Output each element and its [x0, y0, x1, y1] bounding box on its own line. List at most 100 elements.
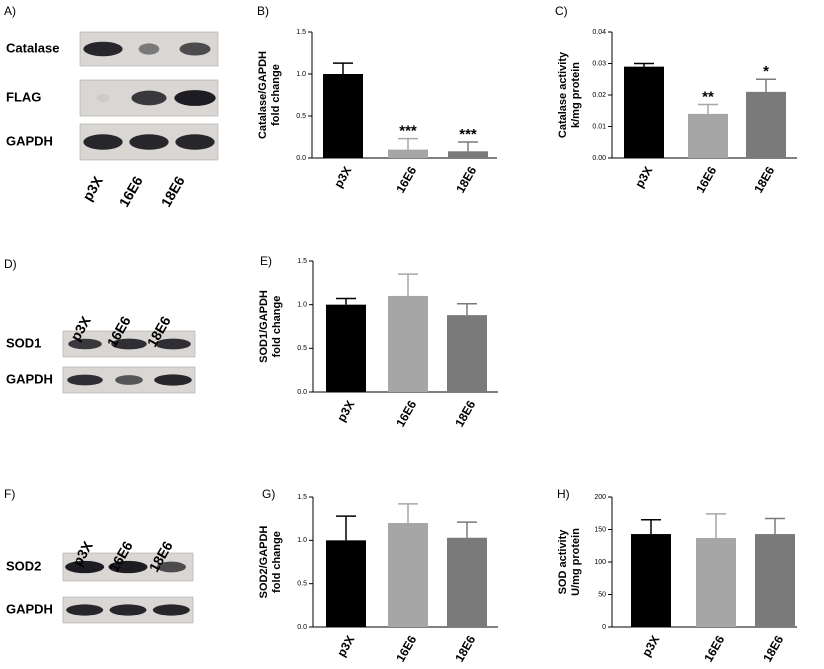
bar — [326, 304, 366, 392]
blot-band — [152, 604, 190, 616]
blot-band — [111, 338, 147, 350]
y-tick-label: 1.0 — [297, 302, 307, 309]
bar — [388, 149, 428, 158]
row-label: Catalase — [6, 40, 59, 55]
x-tick-label: 18E6 — [452, 398, 478, 430]
y-tick-label: 0.0 — [297, 389, 307, 396]
x-tick-label: 16E6 — [393, 398, 419, 430]
row-label: GAPDH — [6, 133, 53, 148]
y-tick-label: 0.5 — [297, 345, 307, 352]
y-tick-label: 0.5 — [297, 581, 307, 588]
y-tick-label: 100 — [594, 559, 606, 566]
y-tick-label: 1.0 — [297, 537, 307, 544]
y-tick-label: 0.04 — [592, 29, 606, 36]
blot-band — [131, 90, 167, 106]
bar — [696, 537, 736, 627]
y-axis-label: Catalase activity — [557, 51, 569, 138]
significance-label: * — [763, 63, 769, 80]
bar — [447, 537, 487, 627]
y-axis-label: Catalase/GAPDH — [257, 51, 269, 139]
blot-band — [138, 43, 160, 55]
blot-band — [154, 374, 192, 386]
blot-band — [175, 134, 215, 150]
y-axis-label: SOD1/GAPDH — [258, 290, 270, 363]
bar — [323, 74, 363, 158]
significance-label: *** — [399, 123, 417, 140]
row-label: GAPDH — [6, 371, 53, 386]
panel-label: G) — [262, 487, 275, 501]
blot-band — [156, 561, 186, 573]
significance-label: *** — [459, 126, 477, 143]
x-tick-label: 18E6 — [751, 164, 777, 196]
blot-band — [66, 604, 104, 616]
blot-band — [68, 338, 102, 350]
bar — [326, 540, 366, 627]
x-tick-label: 18E6 — [453, 164, 479, 196]
blot-band — [83, 134, 123, 150]
lane-label: 16E6 — [116, 173, 146, 210]
y-tick-label: 0.02 — [592, 92, 606, 99]
y-tick-label: 150 — [594, 526, 606, 533]
bar — [448, 151, 488, 158]
y-tick-label: 200 — [594, 494, 606, 501]
y-tick-label: 1.5 — [296, 29, 306, 36]
y-axis-label: fold change — [271, 531, 283, 593]
y-tick-label: 0.01 — [592, 123, 606, 130]
row-label: SOD1 — [6, 335, 41, 350]
blot-band — [179, 42, 211, 56]
x-tick-label: 18E6 — [452, 633, 478, 665]
bar — [688, 113, 728, 158]
y-tick-label: 1.0 — [296, 71, 306, 78]
bar — [755, 534, 795, 627]
blot-band — [65, 560, 105, 574]
x-tick-label: 16E6 — [693, 164, 719, 196]
panel-label: F) — [4, 487, 15, 501]
row-label: GAPDH — [6, 601, 53, 616]
significance-label: ** — [702, 88, 714, 105]
y-tick-label: 0.03 — [592, 60, 606, 67]
y-tick-label: 50 — [598, 591, 606, 598]
blot-band — [83, 41, 123, 57]
bar — [447, 315, 487, 392]
lane-label: 18E6 — [158, 173, 188, 210]
x-tick-label: p3X — [639, 633, 662, 659]
x-tick-label: p3X — [331, 164, 354, 190]
blot-band — [115, 375, 143, 385]
row-label: SOD2 — [6, 558, 41, 573]
bar — [388, 523, 428, 627]
x-tick-label: 16E6 — [701, 633, 727, 665]
y-axis-label: k/mg protein — [570, 62, 582, 128]
x-tick-label: 18E6 — [760, 633, 786, 665]
blot-band — [108, 560, 148, 574]
y-axis-label: SOD2/GAPDH — [258, 526, 270, 599]
y-tick-label: 0.0 — [297, 624, 307, 631]
panel-label: H) — [557, 487, 570, 501]
row-label: FLAG — [6, 89, 41, 104]
blot-band — [67, 374, 103, 386]
y-tick-label: 0 — [602, 624, 606, 631]
x-tick-label: p3X — [334, 633, 357, 659]
y-tick-label: 1.5 — [297, 258, 307, 265]
panel-label: E) — [260, 254, 272, 268]
bar — [388, 295, 428, 392]
x-tick-label: 16E6 — [393, 633, 419, 665]
blot-band — [96, 93, 110, 103]
panel-label: C) — [555, 4, 568, 18]
panel-label: A) — [4, 4, 16, 18]
blot-band — [174, 90, 216, 106]
y-tick-label: 0.00 — [592, 155, 606, 162]
blot-band — [109, 604, 147, 616]
y-axis-label: fold change — [270, 64, 282, 126]
x-tick-label: p3X — [632, 164, 655, 190]
lane-label: p3X — [79, 173, 106, 204]
y-tick-label: 1.5 — [297, 494, 307, 501]
bar — [624, 66, 664, 158]
bar — [746, 91, 786, 158]
bar — [631, 534, 671, 627]
x-tick-label: p3X — [334, 398, 357, 424]
y-axis-label: U/mg protein — [570, 528, 582, 596]
y-tick-label: 0.5 — [296, 113, 306, 120]
y-axis-label: SOD activity — [557, 529, 569, 595]
panel-label: D) — [4, 257, 17, 271]
